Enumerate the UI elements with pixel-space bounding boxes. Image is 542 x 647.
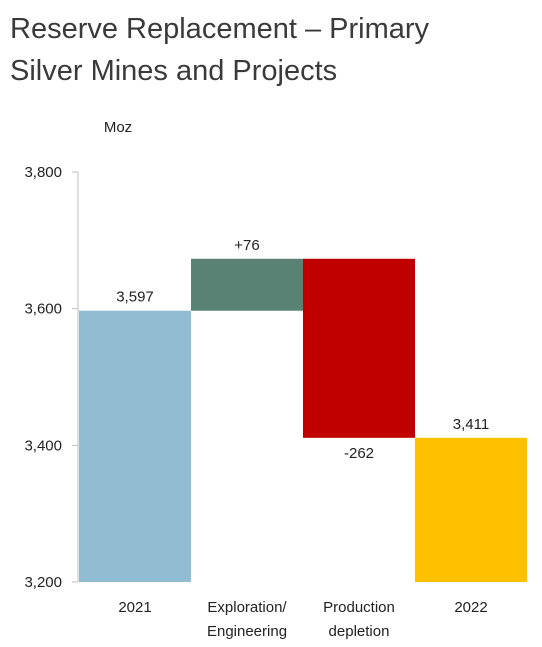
x-category-label: 2021 [118,599,151,616]
x-category-label: depletion [329,623,390,640]
bar-data-label: 3,411 [453,416,489,433]
bar-data-label: 3,597 [116,289,154,306]
waterfall-bar [191,258,303,311]
y-tick-label: 3,200 [24,574,62,591]
y-tick-label: 3,400 [24,437,62,454]
x-category-label: Exploration/ [207,599,287,616]
waterfall-bar [79,310,191,582]
chart-title: Reserve Replacement – Primary Silver Min… [10,8,530,92]
x-category-label: 2022 [454,599,487,616]
x-category-label: Production [323,599,395,616]
y-tick-label: 3,800 [24,164,62,181]
waterfall-bar [415,437,527,582]
bar-data-label: +76 [234,237,259,254]
chart-title-line-2: Silver Mines and Projects [10,55,338,87]
y-tick-label: 3,600 [24,301,62,318]
chart-title-line-1: Reserve Replacement – Primary [10,13,430,45]
bar-data-label: -262 [344,445,374,462]
waterfall-bar [303,258,415,438]
x-category-label: Engineering [207,623,287,640]
y-axis-unit-label: Moz [104,119,132,136]
